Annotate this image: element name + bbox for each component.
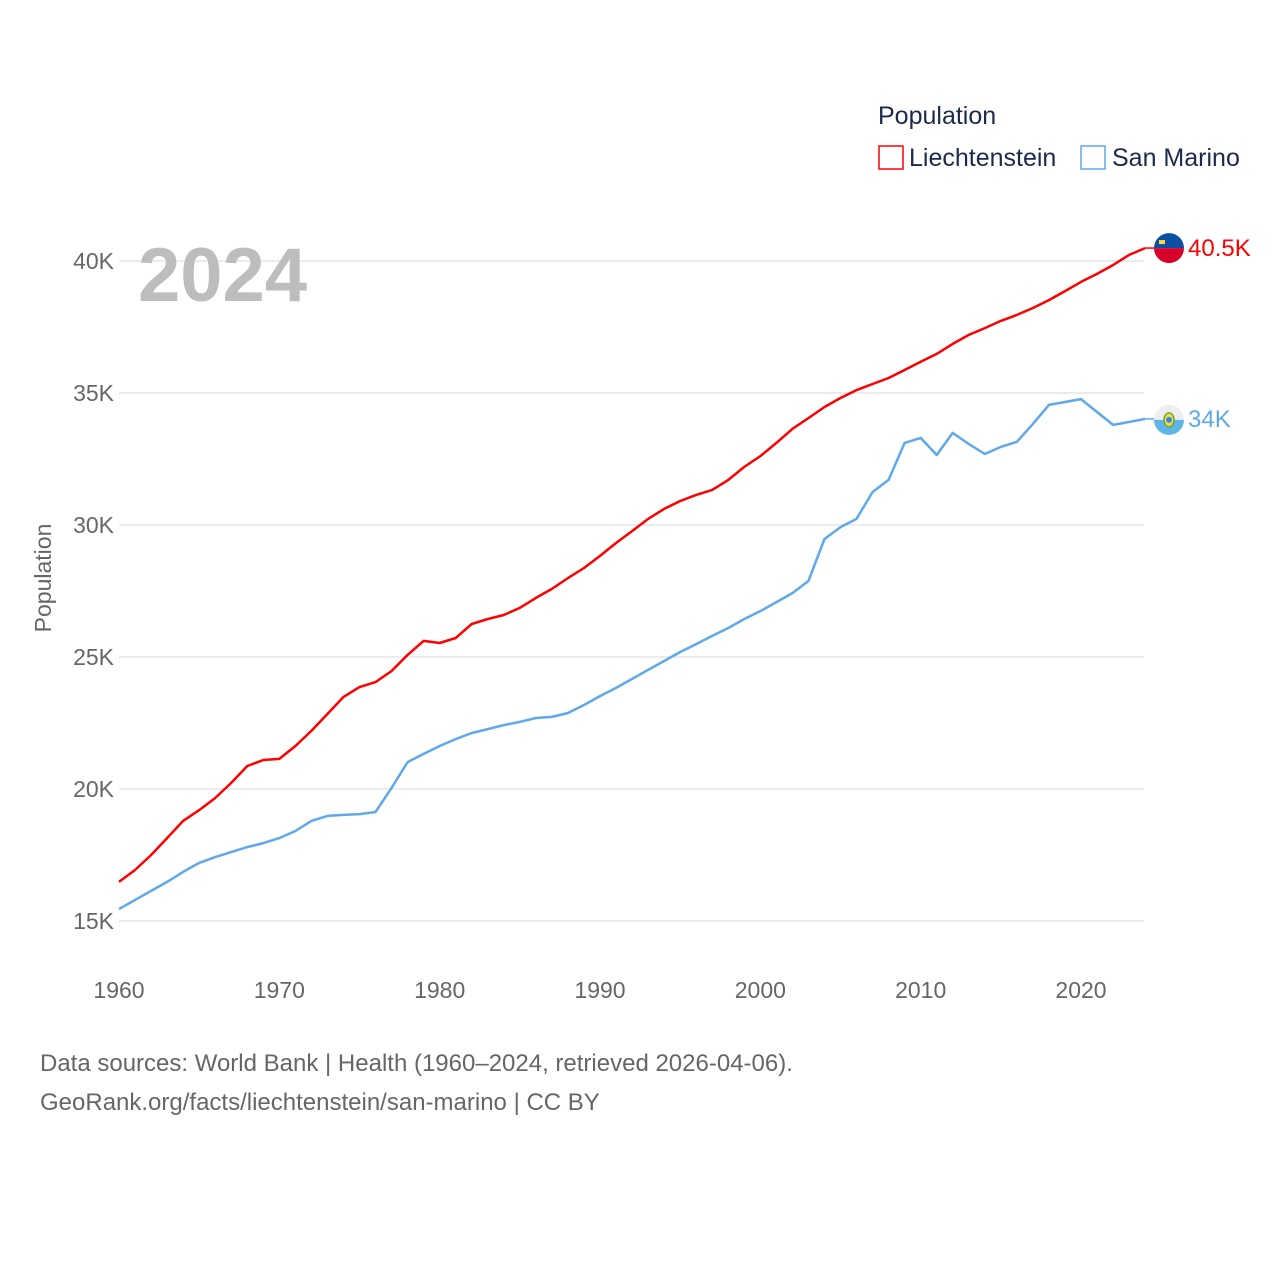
- x-tick-label: 1970: [254, 977, 305, 1003]
- series-line-liechtenstein[interactable]: [118, 246, 1146, 883]
- source-note: Data sources: World Bank | Health (1960–…: [40, 1044, 793, 1122]
- x-tick-label: 1990: [574, 977, 625, 1003]
- liechtenstein-flag-icon: [1154, 233, 1184, 264]
- x-tick-label: 2000: [735, 977, 786, 1003]
- san-marino-flag-icon: [1154, 404, 1184, 435]
- y-tick-label: 20K: [73, 776, 115, 802]
- y-tick-label: 30K: [73, 512, 115, 538]
- year-watermark: 2024: [138, 233, 307, 318]
- x-tick-label: 1980: [414, 977, 465, 1003]
- series-line-san-marino[interactable]: [118, 397, 1146, 911]
- source-link[interactable]: GeoRank.org/facts/liechtenstein/san-mari…: [40, 1089, 600, 1116]
- x-axis-ticks: 1960 1970 1980 1990 2000 2010 2020: [93, 977, 1106, 1003]
- x-tick-label: 2020: [1055, 977, 1106, 1003]
- end-value-label: 40.5K: [1188, 235, 1251, 262]
- legend-label: Liechtenstein: [909, 144, 1056, 172]
- y-tick-label: 25K: [73, 644, 115, 670]
- gridlines: [119, 260, 1144, 922]
- legend-item-san-marino[interactable]: San Marino: [1080, 144, 1240, 172]
- x-tick-label: 2010: [895, 977, 946, 1003]
- x-tick-label: 1960: [93, 977, 144, 1003]
- legend-label: San Marino: [1112, 144, 1240, 172]
- y-axis-ticks: 15K 20K 25K 30K 35K 40K: [73, 248, 115, 934]
- y-tick-label: 40K: [73, 248, 115, 274]
- series-lines: [118, 246, 1146, 911]
- end-value-label: 34K: [1188, 406, 1231, 433]
- y-tick-label: 35K: [73, 380, 115, 406]
- legend-title: Population: [878, 102, 996, 130]
- legend-swatch: [1080, 145, 1106, 170]
- legend-swatch: [878, 145, 904, 170]
- y-tick-label: 15K: [73, 908, 115, 934]
- y-axis-label: Population: [30, 524, 56, 633]
- legend-item-liechtenstein[interactable]: Liechtenstein: [878, 144, 1056, 172]
- end-labels: 40.5K 34K: [1145, 233, 1251, 435]
- legend: Population Liechtenstein San Marino: [878, 102, 1240, 172]
- source-line: Data sources: World Bank | Health (1960–…: [40, 1050, 793, 1077]
